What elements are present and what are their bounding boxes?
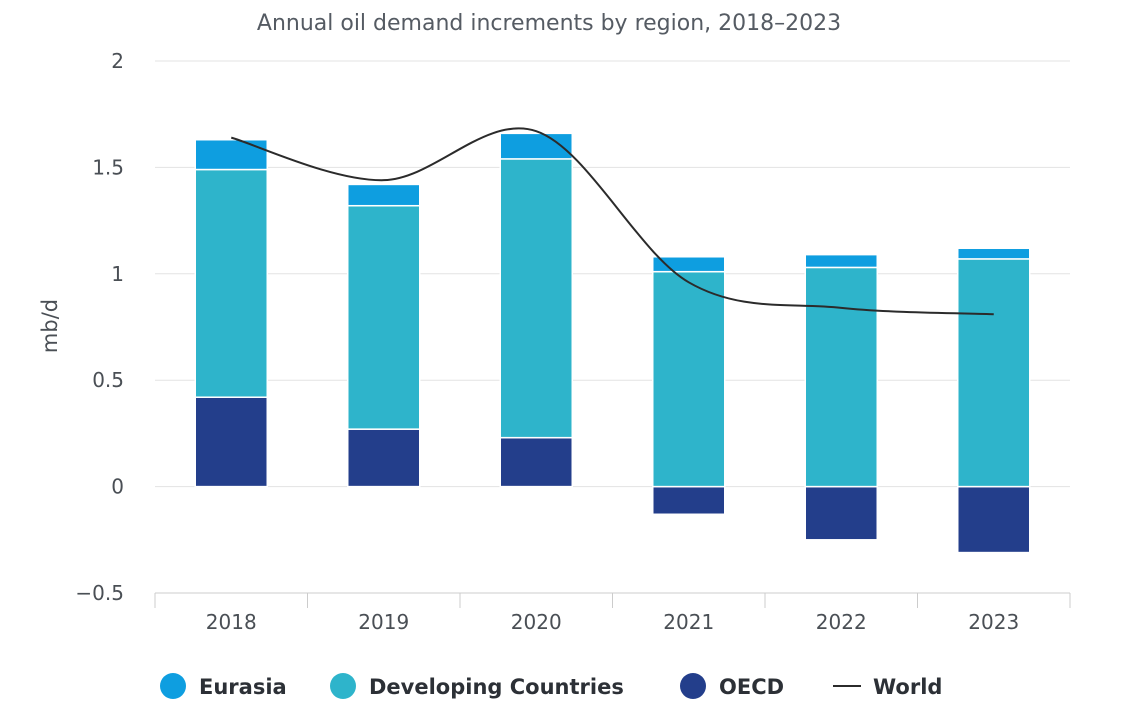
bar-oecd-2022[interactable] <box>804 485 878 541</box>
bar-eurasia-2022[interactable] <box>804 253 878 269</box>
bar-oecd-2018[interactable] <box>194 396 268 488</box>
legend-label: OECD <box>719 675 784 699</box>
bar-eurasia-2023[interactable] <box>957 247 1031 260</box>
legend-item-eurasia[interactable]: Eurasia <box>160 673 287 699</box>
bars <box>194 132 1031 554</box>
x-tick-label: 2020 <box>511 610 562 634</box>
y-tick-label: 2 <box>111 49 124 73</box>
bar-developing-countries-2022[interactable] <box>804 266 878 488</box>
y-tick-label: 0.5 <box>92 368 124 392</box>
bar-oecd-2021[interactable] <box>652 485 726 516</box>
bar-oecd-2019[interactable] <box>347 428 421 488</box>
y-axis-ticks: −0.5 0 0.5 1 1.5 2 <box>75 49 124 605</box>
x-tick-label: 2019 <box>358 610 409 634</box>
bar-eurasia-2021[interactable] <box>652 256 726 273</box>
legend-label: Eurasia <box>199 675 287 699</box>
legend-item-oecd[interactable]: OECD <box>680 673 784 699</box>
y-axis-title: mb/d <box>38 299 62 353</box>
world-line-layer <box>230 127 994 316</box>
bar-developing-countries-2021[interactable] <box>652 270 726 488</box>
legend-swatch <box>330 673 356 699</box>
legend[interactable]: Eurasia Developing Countries OECD World <box>160 673 942 699</box>
bar-eurasia-2019[interactable] <box>347 183 421 207</box>
legend-swatch <box>160 673 186 699</box>
legend-swatch <box>680 673 706 699</box>
grid-lines <box>155 60 1070 488</box>
legend-label: Developing Countries <box>369 675 624 699</box>
y-tick-label: −0.5 <box>75 581 124 605</box>
y-tick-label: 0 <box>111 475 124 499</box>
bar-eurasia-2020[interactable] <box>499 132 573 160</box>
x-tick-label: 2021 <box>663 610 714 634</box>
legend-label: World <box>873 675 942 699</box>
bar-oecd-2020[interactable] <box>499 436 573 488</box>
x-tick-label: 2023 <box>968 610 1019 634</box>
legend-item-world[interactable]: World <box>833 675 942 699</box>
x-axis: 2018 2019 2020 2021 2022 2023 <box>154 592 1071 634</box>
bar-eurasia-2018[interactable] <box>194 138 268 171</box>
x-tick-label: 2018 <box>206 610 257 634</box>
bar-oecd-2023[interactable] <box>957 485 1031 554</box>
series-line-world[interactable] <box>230 127 994 316</box>
bar-developing-countries-2019[interactable] <box>347 204 421 430</box>
legend-item-developing-countries[interactable]: Developing Countries <box>330 673 624 699</box>
bar-developing-countries-2023[interactable] <box>957 258 1031 488</box>
x-tick-label: 2022 <box>816 610 867 634</box>
y-tick-label: 1 <box>111 262 124 286</box>
chart-title: Annual oil demand increments by region, … <box>257 11 841 36</box>
y-tick-label: 1.5 <box>92 155 124 179</box>
bar-developing-countries-2018[interactable] <box>194 168 268 398</box>
bar-developing-countries-2020[interactable] <box>499 158 573 439</box>
